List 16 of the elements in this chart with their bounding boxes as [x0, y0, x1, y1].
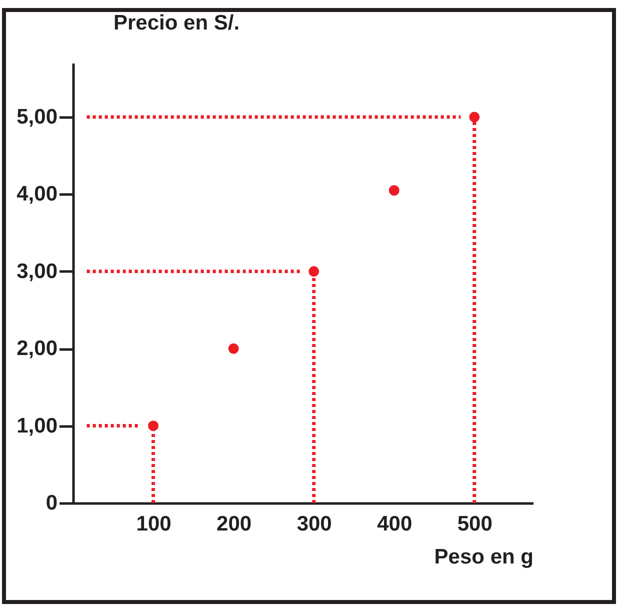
- x-tick-label: 500: [457, 512, 492, 536]
- point: [469, 112, 480, 122]
- x-axis-title: Peso en g: [434, 546, 534, 568]
- y-axis-title: Precio en S/.: [114, 12, 240, 34]
- x-tick-label: 100: [136, 512, 172, 536]
- y-tick-label: 2,00: [16, 337, 58, 360]
- y-tick-label: 1,00: [16, 414, 58, 438]
- x-tick-label: 300: [296, 512, 332, 536]
- x-tick-label: 400: [377, 512, 412, 536]
- point: [228, 343, 239, 354]
- x-tick-label: 200: [216, 512, 252, 536]
- y-tick-label: 5,00: [16, 106, 58, 129]
- y-tick-label: 3,00: [16, 260, 58, 283]
- y-tick-label: 4,00: [16, 182, 58, 206]
- y-tick-label: 0: [46, 492, 58, 514]
- point: [388, 185, 400, 196]
